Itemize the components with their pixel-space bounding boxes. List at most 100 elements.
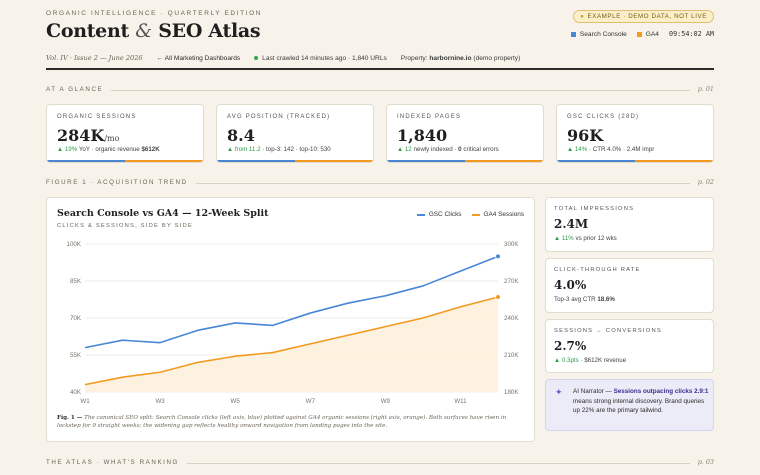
page-title: Content & SEO Atlas xyxy=(46,20,261,42)
stat-detail-text: vs prior 12 wks xyxy=(573,235,617,242)
title-part2: SEO Atlas xyxy=(158,20,261,42)
source-chips: Search Console GA4 09:54:02 AM xyxy=(570,30,714,38)
stat-card-ctr[interactable]: CLICK-THROUGH RATE 4.0% Top-3 avg CTR 18… xyxy=(545,258,714,313)
back-link[interactable]: ← All Marketing Dashboards xyxy=(156,54,241,62)
divider xyxy=(46,183,714,184)
stat-card-conversions[interactable]: SESSIONS → CONVERSIONS 2.7% ▲ 0.3pts · $… xyxy=(545,319,714,373)
kpi-value: 96K xyxy=(567,126,604,145)
legend-gsc-label: GSC Clicks xyxy=(428,211,462,218)
chip-search-console[interactable]: Search Console xyxy=(570,30,627,38)
section-figure1: FIGURE 1 · ACQUISITION TREND p. 02 xyxy=(46,178,714,189)
y-right-tick-label: 240K xyxy=(504,315,519,322)
kpi-delta: ▲ 12 xyxy=(397,146,412,153)
clock: 09:54:02 AM xyxy=(668,30,714,38)
y-left-tick-label: 40K xyxy=(70,389,82,396)
kpi-detail-text: YoY · organic revenue xyxy=(77,146,142,153)
kpi-value: 1,840 xyxy=(397,126,448,145)
section-label: FIGURE 1 · ACQUISITION TREND xyxy=(46,179,196,186)
kpi-value-number: 284K xyxy=(57,126,105,145)
crawl-status: Last crawled 14 minutes ago · 1,840 URLs xyxy=(254,55,387,62)
x-tick-label: W3 xyxy=(155,398,165,405)
stat-delta: ▲ 11% xyxy=(554,235,574,242)
legend-gsc[interactable]: GSC Clicks xyxy=(416,211,462,218)
y-right-tick-label: 180K xyxy=(504,389,519,396)
legend-line-icon xyxy=(471,213,480,216)
dot-icon: ● xyxy=(580,13,585,20)
stat-detail-bold: 18.6% xyxy=(597,296,615,303)
chip-ga4-label: GA4 xyxy=(645,30,659,38)
kpi-label: INDEXED PAGES xyxy=(397,114,462,120)
legend-ga4[interactable]: GA4 Sessions xyxy=(471,211,525,218)
stat-value: 4.0% xyxy=(554,278,587,292)
legend-ga4-label: GA4 Sessions xyxy=(483,211,525,218)
kpi-accent-bar xyxy=(47,160,203,162)
stat-label: CLICK-THROUGH RATE xyxy=(554,267,641,273)
kpi-delta: ▲ 14% xyxy=(567,146,588,153)
kpi-card-avg-position[interactable]: AVG POSITION (TRACKED) 8.4 ▲ from 11.2 ·… xyxy=(216,104,374,163)
masthead: ORGANIC INTELLIGENCE · QUARTERLY EDITION… xyxy=(46,0,714,70)
stat-detail: Top-3 avg CTR 18.6% xyxy=(554,296,615,303)
property-label: Property: xyxy=(400,54,428,62)
x-tick-label: W1 xyxy=(80,398,90,405)
kpi-accent-bar xyxy=(387,160,543,162)
kpi-delta: ▲ from 11.2 xyxy=(227,146,261,153)
live-dot-icon xyxy=(254,56,259,60)
page-number: p. 03 xyxy=(689,458,714,466)
x-tick-label: W9 xyxy=(381,398,391,405)
stat-delta: ▲ 0.3pts xyxy=(554,357,579,364)
caption-lead: Fig. 1 — xyxy=(57,415,83,421)
stat-label: TOTAL IMPRESSIONS xyxy=(554,206,635,212)
kpi-card-indexed-pages[interactable]: INDEXED PAGES 1,840 ▲ 12 newly indexed ·… xyxy=(386,104,544,163)
narrator-body: means strong internal discovery. Brand q… xyxy=(573,397,705,415)
stat-detail-text: Top-3 avg CTR xyxy=(554,296,598,303)
x-tick-label: W7 xyxy=(306,398,316,405)
divider xyxy=(46,463,714,464)
issue-label: Vol. IV · Issue 2 — June 2026 xyxy=(46,54,143,62)
ga4-sessions-end-point xyxy=(495,294,501,300)
stat-value: 2.7% xyxy=(554,339,587,353)
chip-search-console-label: Search Console xyxy=(579,30,627,38)
y-right-tick-label: 270K xyxy=(504,278,519,285)
stat-value: 2.4M xyxy=(554,217,589,231)
kpi-detail: ▲ 19% YoY · organic revenue $612K xyxy=(57,146,160,153)
property-domain: harbornine.io xyxy=(429,54,472,62)
chip-ga4[interactable]: GA4 xyxy=(636,30,659,38)
x-tick-label: W5 xyxy=(231,398,241,405)
square-icon xyxy=(636,31,642,37)
narrator-prefix: AI Narrator — xyxy=(573,388,614,395)
chart-legend: GSC Clicks GA4 Sessions xyxy=(416,211,525,218)
kpi-detail-text-end: critical errors xyxy=(461,146,499,153)
stat-card-impressions[interactable]: TOTAL IMPRESSIONS 2.4M ▲ 11% vs prior 12… xyxy=(545,197,714,252)
example-badge-text: EXAMPLE · DEMO DATA, NOT LIVE xyxy=(587,13,707,20)
kpi-detail-bold: 0 xyxy=(458,146,462,153)
y-left-tick-label: 70K xyxy=(70,315,82,322)
kpi-accent-bar xyxy=(557,160,713,162)
kpi-detail: ▲ 14% · CTR 4.0% · 2.4M impr xyxy=(567,146,654,153)
y-right-tick-label: 300K xyxy=(504,241,519,248)
section-glance: AT A GLANCE p. 01 xyxy=(46,85,714,96)
kpi-card-gsc-clicks[interactable]: GSC CLICKS (28D) 96K ▲ 14% · CTR 4.0% · … xyxy=(556,104,714,163)
subline: Vol. IV · Issue 2 — June 2026 ← All Mark… xyxy=(46,54,520,62)
kpi-detail-text: · CTR 4.0% · 2.4M impr xyxy=(587,146,655,153)
kpi-value: 8.4 xyxy=(227,126,255,145)
chart-card: 40K 180K 55K 210K 70K 240K 85K 270K 100K 300K W1 W3… xyxy=(46,197,535,442)
section-label: THE ATLAS · WHAT'S RANKING xyxy=(46,459,187,466)
chart-subtitle: CLICKS & SESSIONS, SIDE BY SIDE xyxy=(57,223,193,229)
kpi-detail-text: newly indexed · xyxy=(411,146,459,153)
kpi-card-organic-sessions[interactable]: ORGANIC SESSIONS 284K/mo ▲ 19% YoY · org… xyxy=(46,104,204,163)
kpi-label: AVG POSITION (TRACKED) xyxy=(227,114,331,120)
square-icon xyxy=(570,31,576,37)
stat-label: SESSIONS → CONVERSIONS xyxy=(554,328,662,334)
property-suffix: (demo property) xyxy=(473,54,521,62)
kpi-unit: /mo xyxy=(104,134,120,143)
gsc-clicks-end-point xyxy=(495,253,501,260)
sparkle-icon: ✦ xyxy=(555,387,563,397)
ga4-area-fill xyxy=(85,297,498,392)
y-right-tick-label: 210K xyxy=(504,352,519,359)
y-left-tick-label: 85K xyxy=(70,278,82,285)
kpi-detail-text: · top-3: 142 · top-10: 530 xyxy=(260,146,331,153)
chart-title: Search Console vs GA4 — 12-Week Split xyxy=(57,208,269,219)
narrator-highlight: Sessions outpacing clicks 2.9:1 xyxy=(613,388,709,395)
ga4-sessions-line xyxy=(84,296,499,386)
kpi-value: 284K/mo xyxy=(57,126,119,145)
